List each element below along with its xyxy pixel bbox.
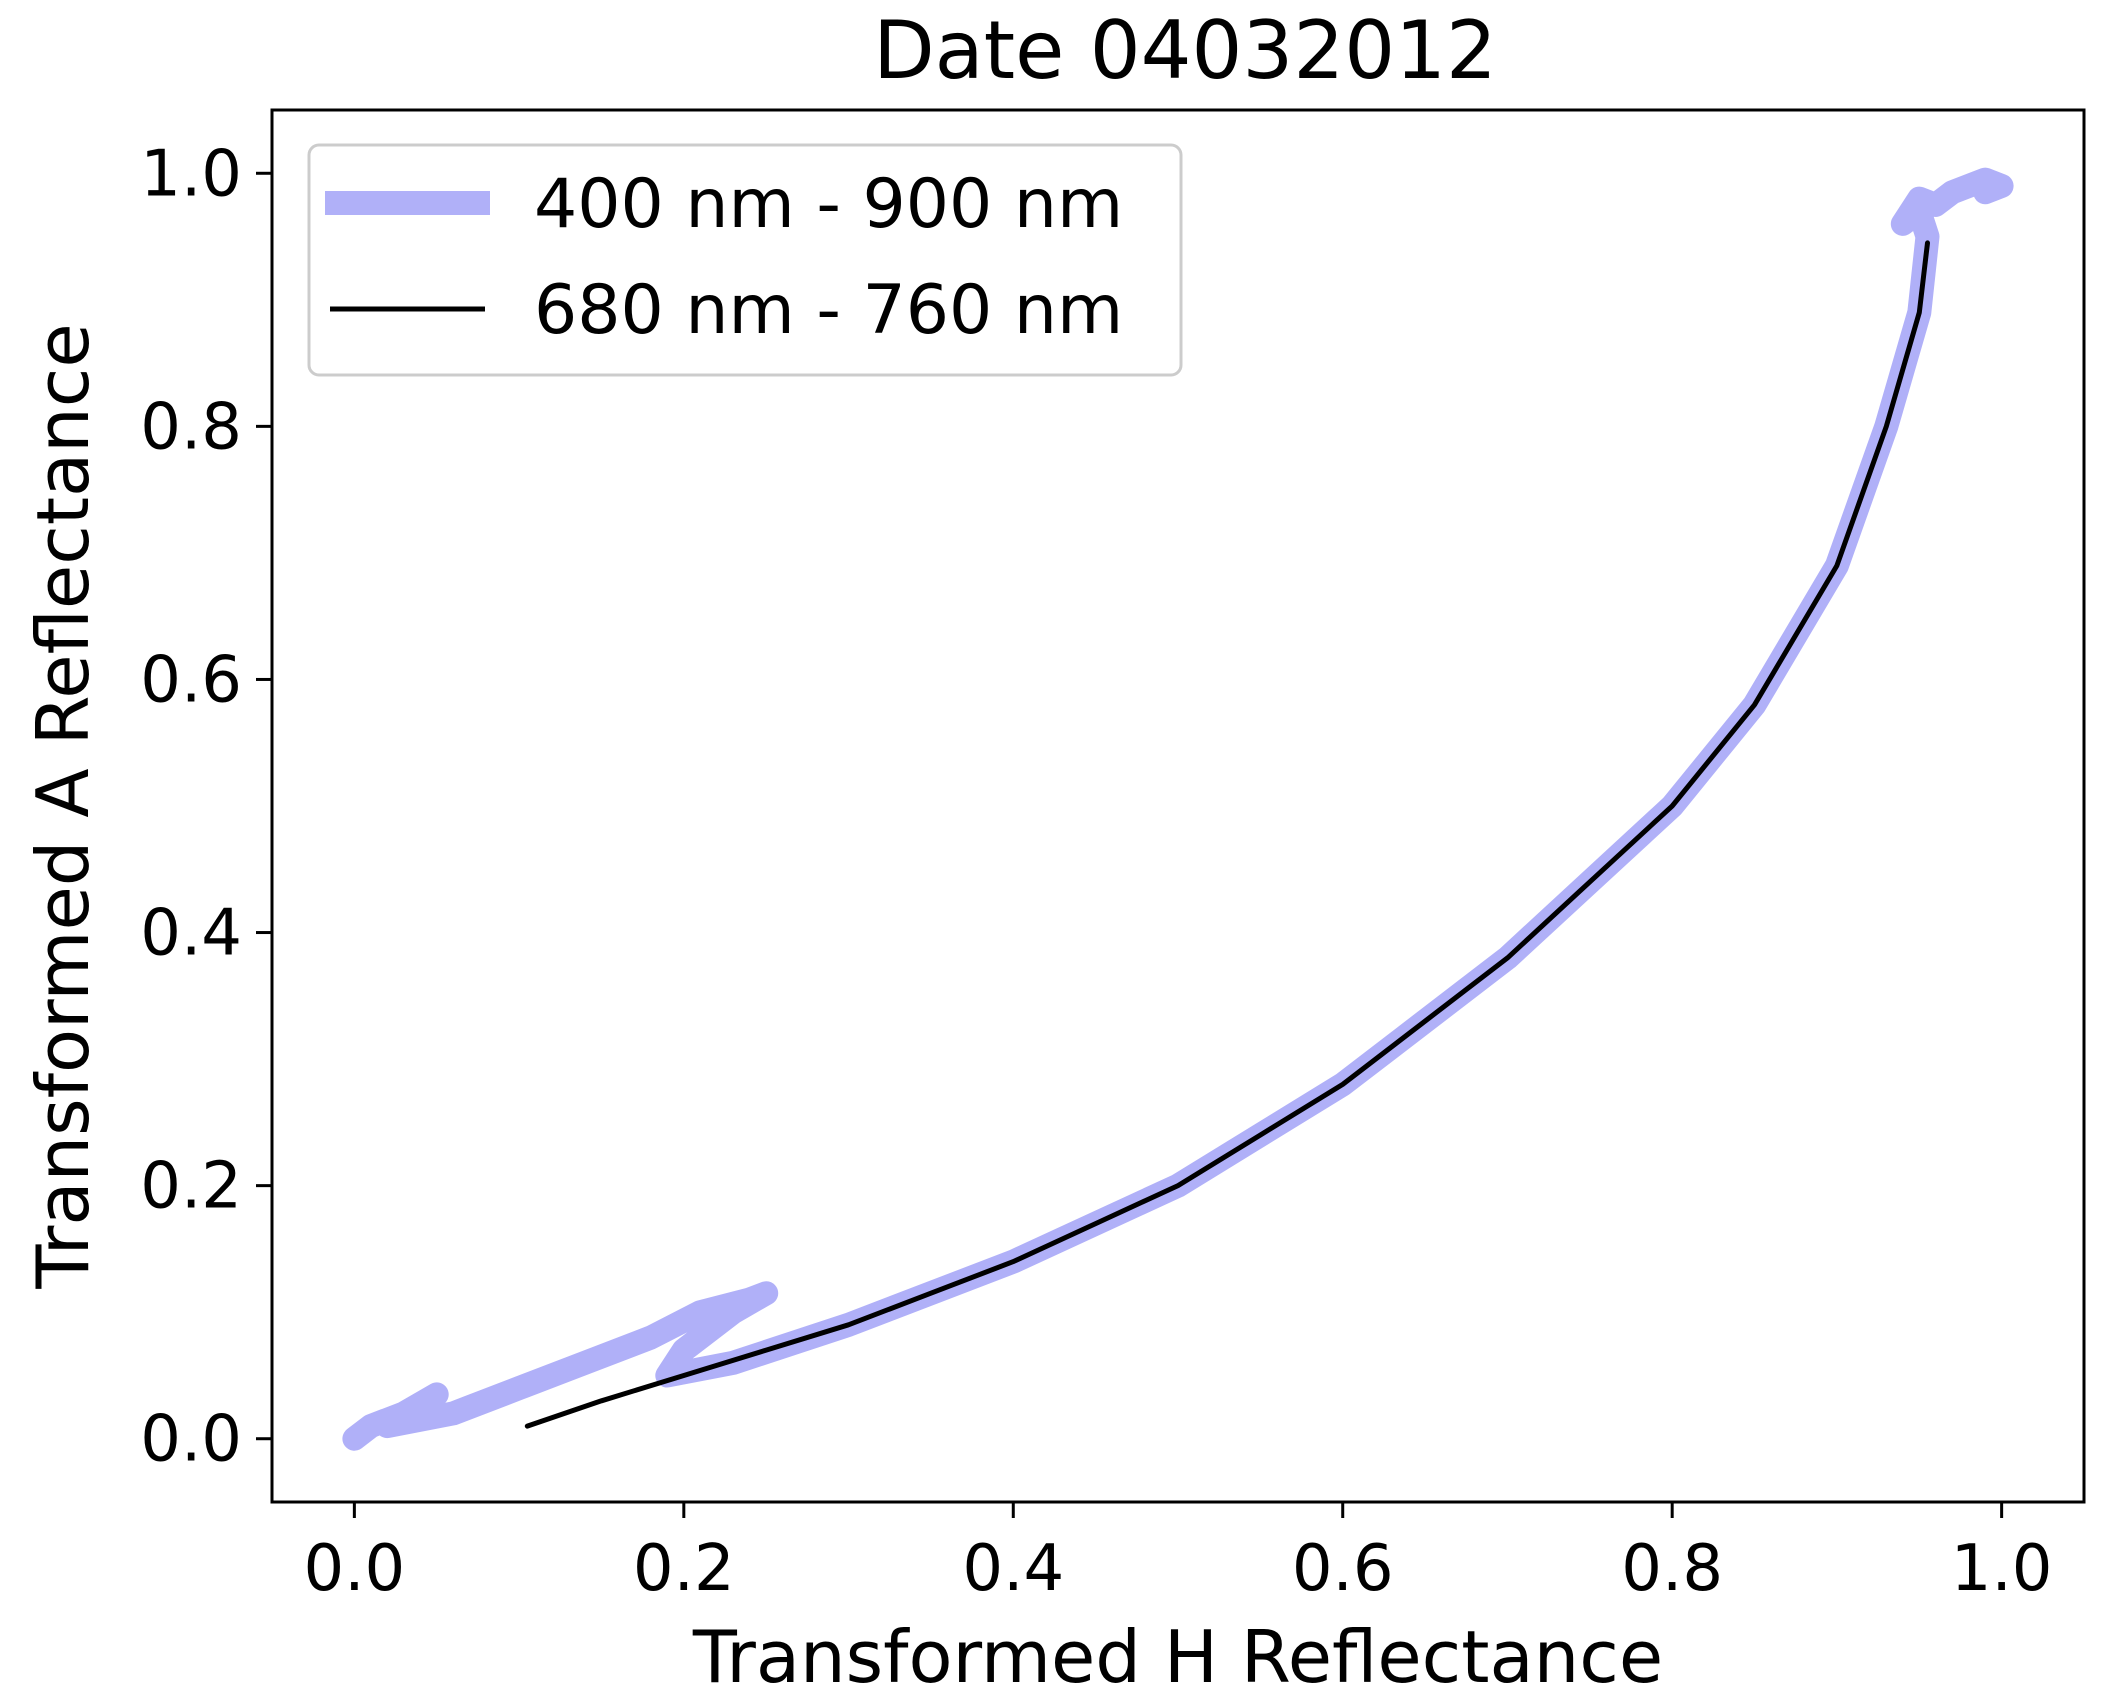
y-tick-label: 1.0 [140, 137, 242, 211]
x-tick-label: 0.2 [633, 1532, 735, 1606]
y-tick-label: 0.2 [140, 1150, 242, 1224]
x-axis-label: Transformed H Reflectance [692, 1615, 1663, 1699]
y-tick-label: 0.0 [140, 1403, 242, 1477]
chart-title: Date 04032012 [873, 4, 1497, 97]
x-tick-label: 0.8 [1621, 1532, 1723, 1606]
y-tick-label: 0.4 [140, 897, 242, 971]
y-axis-ticks: 0.0 0.2 0.4 0.6 0.8 1.0 [140, 137, 272, 1477]
legend: 400 nm - 900 nm 680 nm - 760 nm [307, 143, 1183, 377]
plot-frame [270, 108, 2086, 1504]
series-line-2 [524, 240, 1930, 1429]
x-axis-ticks: 0.0 0.2 0.4 0.6 0.8 1.0 [303, 1502, 2053, 1606]
legend-label-series-2: 680 nm - 760 nm [534, 271, 1123, 350]
plot-lines [342, 167, 2014, 1451]
x-tick-label: 0.0 [303, 1532, 405, 1606]
legend-label-series-1: 400 nm - 900 nm [534, 165, 1123, 244]
y-tick-label: 0.8 [140, 390, 242, 464]
y-axis-label: Transformed A Reflectance [21, 323, 105, 1289]
x-tick-label: 1.0 [1951, 1532, 2053, 1606]
y-tick-label: 0.6 [140, 643, 242, 717]
x-tick-label: 0.6 [1292, 1532, 1394, 1606]
x-tick-label: 0.4 [962, 1532, 1064, 1606]
legend-box [307, 143, 1183, 377]
